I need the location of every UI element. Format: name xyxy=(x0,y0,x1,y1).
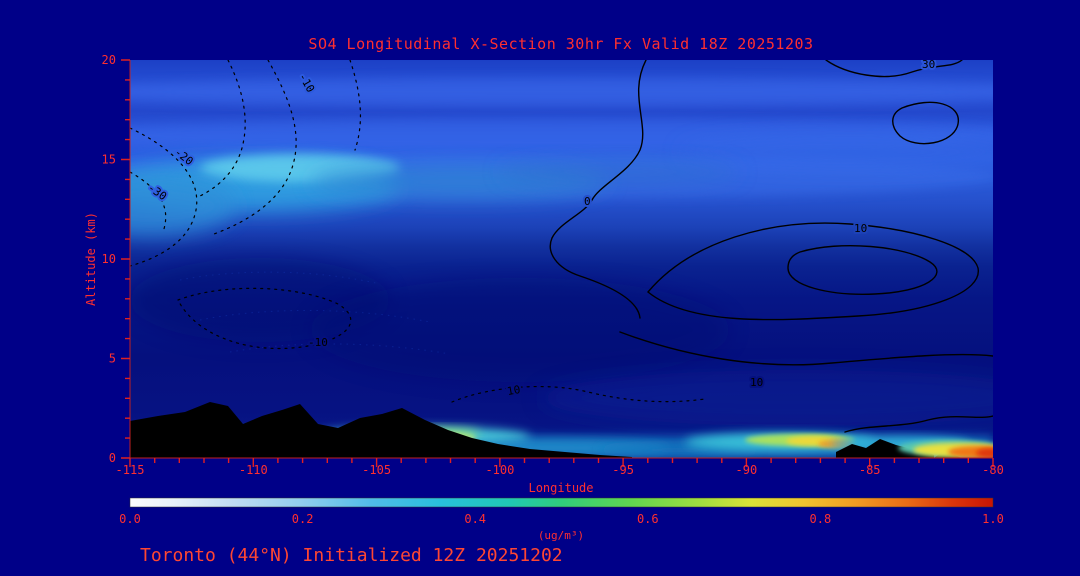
contour-label-10-low: 10 xyxy=(750,376,763,389)
x-axis-major-ticks xyxy=(129,458,994,467)
plot-title: SO4 Longitudinal X-Section 30hr Fx Valid… xyxy=(308,35,813,53)
contour-line-neg xyxy=(349,60,362,151)
colorbar-units-label: (ug/m³) xyxy=(538,529,584,542)
footer-run-info: Toronto (44°N) Initialized 12Z 20251202 xyxy=(140,545,563,566)
x-tick-label: -100 xyxy=(485,463,514,477)
colorbar-gradient xyxy=(129,497,994,508)
colorbar-tick-label: 0.4 xyxy=(464,512,486,526)
x-axis-label: Longitude xyxy=(528,481,593,495)
x-axis-minor-ticks xyxy=(154,458,969,463)
contour-line-0 xyxy=(549,60,647,319)
y-axis-minor-ticks xyxy=(125,79,130,439)
contour-label-10-dotted: 10 xyxy=(506,383,521,398)
colorbar-tick-label: 1.0 xyxy=(982,512,1004,526)
contour-line-neg10-low xyxy=(177,287,352,350)
colorbar-tick-label: 0.6 xyxy=(637,512,659,526)
x-tick-label: -90 xyxy=(736,463,758,477)
field-band xyxy=(680,134,993,170)
contour-line-30-loop xyxy=(892,101,959,145)
plot-area: -10 -20 -30 0 10 30 10 -10 10 xyxy=(130,58,993,458)
contour-line-neg20 xyxy=(130,127,198,267)
colorbar-tick-label: 0.2 xyxy=(292,512,314,526)
contour-label-30: 30 xyxy=(922,58,935,71)
field-light-wedge xyxy=(540,370,993,426)
y-axis-label: Altitude (km) xyxy=(84,212,98,306)
axes: -115 -110 -105 -100 -95 -90 -85 -80 0 5 … xyxy=(84,53,1004,495)
contour-line-10-inner xyxy=(787,245,938,295)
contour-line-neg xyxy=(199,60,246,197)
x-tick-label: -85 xyxy=(859,463,881,477)
x-tick-label: -110 xyxy=(239,463,268,477)
x-tick-label: -115 xyxy=(116,463,145,477)
x-tick-label: -105 xyxy=(362,463,391,477)
y-tick-label: 10 xyxy=(102,252,116,266)
x-tick-label: -95 xyxy=(612,463,634,477)
y-tick-label: 5 xyxy=(109,352,116,366)
stipple-line xyxy=(229,343,451,355)
field-cyan-patch xyxy=(500,158,740,186)
y-tick-label: 0 xyxy=(109,451,116,465)
y-tick-label: 20 xyxy=(102,53,116,67)
contour-line-neg10 xyxy=(213,60,297,235)
colorbar-tick-label: 0.8 xyxy=(810,512,832,526)
field-dark-patch xyxy=(310,278,730,382)
contour-label-neg10-low: -10 xyxy=(308,336,328,349)
terrain-ridge xyxy=(836,439,934,458)
surface-hotspot xyxy=(976,448,993,458)
colorbar: 0.0 0.2 0.4 0.6 0.8 1.0 (ug/m³) xyxy=(119,497,1004,542)
contour-line-30 xyxy=(825,60,963,78)
colorbar-tick-label: 0.0 xyxy=(119,512,141,526)
contour-line-10-low xyxy=(619,331,993,366)
contour-line-low-right xyxy=(844,415,993,433)
x-tick-label: -80 xyxy=(982,463,1004,477)
y-tick-label: 15 xyxy=(102,153,116,167)
terrain-silhouette xyxy=(130,402,632,458)
contour-line-10 xyxy=(647,222,979,321)
stipple-line xyxy=(199,309,431,323)
contour-line-neg30 xyxy=(130,171,167,233)
contour-label-0: 0 xyxy=(584,195,591,208)
field-band xyxy=(130,78,993,106)
y-axis-major-ticks xyxy=(121,59,130,459)
contour-label-10: 10 xyxy=(854,222,867,235)
